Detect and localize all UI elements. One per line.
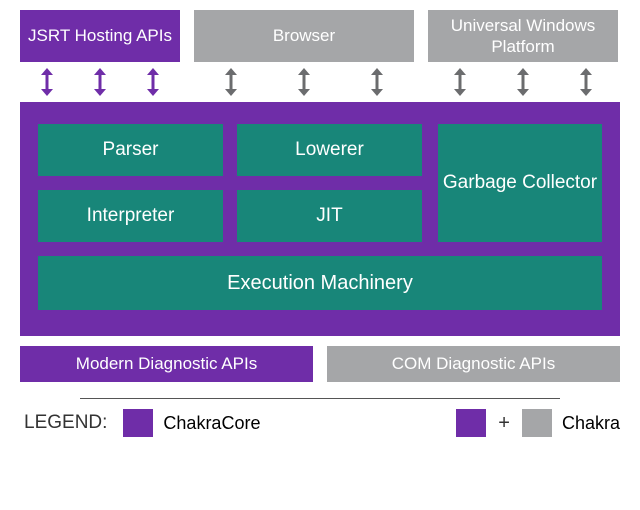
box-jsrt-hosting: JSRT Hosting APIs (20, 10, 180, 62)
double-arrow-icon (225, 68, 237, 96)
arrow-group-uwp (428, 68, 618, 96)
component-grid: Parser Lowerer Interpreter JIT (38, 124, 422, 242)
double-arrow-icon (454, 68, 466, 96)
box-jit: JIT (237, 190, 422, 242)
inner-row: Parser Lowerer Interpreter JIT Garbage C… (38, 124, 602, 242)
double-arrow-icon (41, 68, 53, 96)
box-execution-machinery: Execution Machinery (38, 256, 602, 310)
box-uwp: Universal Windows Platform (428, 10, 618, 62)
arrow-row (20, 68, 620, 96)
plus-icon: + (498, 412, 510, 435)
legend-label: LEGEND: (24, 412, 107, 434)
top-row: JSRT Hosting APIs Browser Universal Wind… (20, 10, 620, 62)
main-container: Parser Lowerer Interpreter JIT Garbage C… (20, 102, 620, 336)
box-com-diag: COM Diagnostic APIs (327, 346, 620, 382)
box-modern-diag: Modern Diagnostic APIs (20, 346, 313, 382)
swatch-gray (522, 409, 552, 437)
double-arrow-icon (94, 68, 106, 96)
double-arrow-icon (298, 68, 310, 96)
box-lowerer: Lowerer (237, 124, 422, 176)
arrow-group-jsrt (20, 68, 180, 96)
divider-line (80, 398, 560, 399)
diagnostic-row: Modern Diagnostic APIs COM Diagnostic AP… (20, 346, 620, 382)
box-parser: Parser (38, 124, 223, 176)
box-interpreter: Interpreter (38, 190, 223, 242)
legend-chakra: Chakra (562, 413, 620, 434)
box-browser: Browser (194, 10, 414, 62)
double-arrow-icon (517, 68, 529, 96)
arrow-group-browser (194, 68, 414, 96)
double-arrow-icon (371, 68, 383, 96)
legend: LEGEND: ChakraCore + Chakra (20, 409, 620, 437)
swatch-purple-2 (456, 409, 486, 437)
double-arrow-icon (580, 68, 592, 96)
swatch-purple (123, 409, 153, 437)
double-arrow-icon (147, 68, 159, 96)
legend-chakracore: ChakraCore (163, 413, 260, 434)
box-garbage-collector: Garbage Collector (438, 124, 602, 242)
